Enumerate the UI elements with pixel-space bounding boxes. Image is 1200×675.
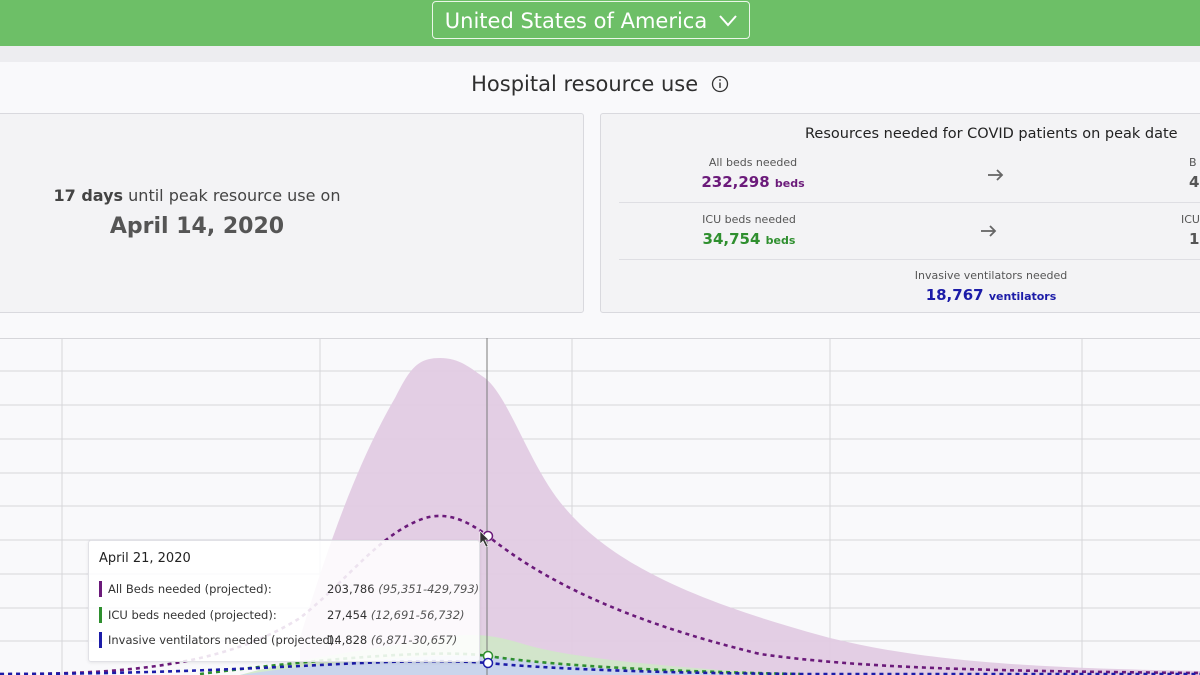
peak-days: 17 days: [53, 186, 124, 205]
arrow-right-icon: [988, 169, 1004, 181]
info-icon[interactable]: [711, 75, 729, 93]
ventilators-unit: ventilators: [988, 290, 1057, 303]
tooltip-date: April 21, 2020: [99, 551, 191, 566]
tooltip-number: 27,454: [327, 608, 368, 622]
chart-svg: [0, 338, 1200, 675]
tooltip-value: 14,828 (6,871-30,657): [327, 633, 457, 647]
all-beds-available-label: B: [1189, 156, 1197, 169]
tooltip-value: 203,786 (95,351-429,793): [327, 582, 479, 596]
tooltip-row-ventilators: Invasive ventilators needed (projected):…: [99, 631, 469, 649]
peak-date: April 14, 2020: [109, 214, 285, 239]
vent-hover-point: [482, 657, 494, 669]
icu-beds-available-value: 1: [1189, 230, 1200, 248]
tooltip-swatch: [99, 581, 102, 597]
resource-use-chart[interactable]: [0, 338, 1200, 675]
tooltip-swatch: [99, 632, 102, 648]
peak-card: 17 days until peak resource use on April…: [0, 113, 584, 313]
ventilators-label: Invasive ventilators needed: [914, 269, 1068, 282]
tooltip-number: 14,828: [327, 633, 368, 647]
resources-title: Resources needed for COVID patients on p…: [805, 126, 1178, 142]
chevron-down-icon: [719, 15, 737, 27]
icu-beds-available-label: ICU: [1181, 213, 1200, 226]
all-beds-uncertainty-band: [300, 358, 1200, 675]
all-beds-label: All beds needed: [708, 156, 798, 169]
all-beds-unit: beds: [774, 177, 805, 190]
all-beds-value: 232,298 beds: [663, 173, 843, 191]
country-select[interactable]: United States of America: [432, 1, 750, 39]
tooltip-label: All Beds needed (projected):: [108, 582, 272, 596]
resources-card: Resources needed for COVID patients on p…: [600, 113, 1200, 313]
tooltip-row-all-beds: All Beds needed (projected): 203,786 (95…: [99, 580, 479, 598]
ventilators-value: 18,767 ventilators: [891, 286, 1091, 304]
peak-countdown: 17 days until peak resource use on: [0, 186, 397, 205]
icu-beds-number: 34,754: [702, 230, 761, 248]
icu-beds-value: 34,754 beds: [659, 230, 839, 248]
peak-text: until peak resource use on: [128, 186, 341, 205]
all-beds-available-value: 4: [1189, 173, 1200, 191]
country-select-value: United States of America: [444, 9, 708, 33]
ventilators-number: 18,767: [925, 286, 984, 304]
top-bar: United States of America: [0, 0, 1200, 46]
tooltip-range: (6,871-30,657): [370, 633, 458, 647]
tooltip-value: 27,454 (12,691-56,732): [327, 608, 465, 622]
section-title: Hospital resource use: [471, 72, 699, 96]
divider: [619, 202, 1200, 203]
icu-beds-unit: beds: [765, 234, 796, 247]
divider: [619, 259, 1200, 260]
chart-tooltip: April 21, 2020 All Beds needed (projecte…: [88, 540, 480, 662]
tooltip-swatch: [99, 607, 102, 623]
tooltip-row-icu: ICU beds needed (projected): 27,454 (12,…: [99, 606, 469, 624]
vent-series-line: [0, 659, 1200, 675]
all-beds-number: 232,298: [701, 173, 770, 191]
section-heading: Hospital resource use: [0, 72, 1200, 96]
tooltip-number: 203,786: [327, 582, 375, 596]
tooltip-label: ICU beds needed (projected):: [108, 608, 277, 622]
tooltip-range: (95,351-429,793): [378, 582, 480, 596]
tooltip-label: Invasive ventilators needed (projected):: [108, 633, 339, 647]
mouse-cursor-icon: [479, 530, 490, 548]
arrow-right-icon: [981, 225, 997, 237]
icu-beds-label: ICU beds needed: [702, 213, 796, 226]
tooltip-range: (12,691-56,732): [370, 608, 465, 622]
